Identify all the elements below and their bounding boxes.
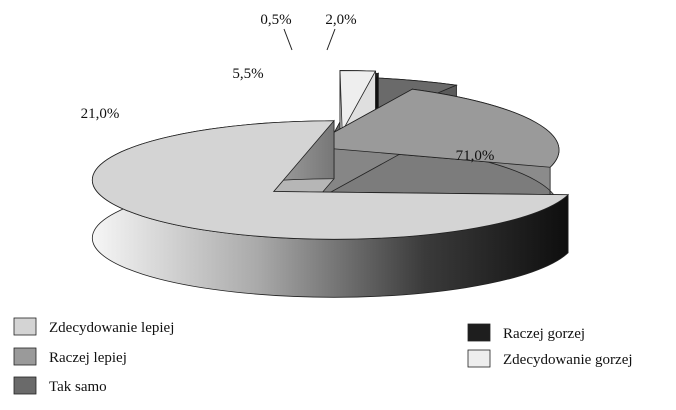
slice-zdecydowanie-lepiej <box>91 119 570 298</box>
legend-item-tak-samo: Tak samo <box>13 376 107 395</box>
legend-item-zdecydowanie-gorzej: Zdecydowanie gorzej <box>467 349 633 368</box>
legend-swatch <box>13 347 37 366</box>
legend-label: Raczej gorzej <box>503 326 585 342</box>
leader-line-zdecydowanie-gorzej <box>326 28 336 51</box>
legend-label: Raczej lepiej <box>49 350 127 366</box>
data-label-raczej-gorzej: 0,5% <box>260 12 291 28</box>
legend-label: Tak samo <box>49 379 107 395</box>
legend-swatch <box>467 349 491 368</box>
legend-item-zdecydowanie-lepiej: Zdecydowanie lepiej <box>13 317 174 336</box>
legend-swatch <box>13 317 37 336</box>
legend-swatch <box>467 323 491 342</box>
legend-label: Zdecydowanie gorzej <box>503 352 633 368</box>
legend-item-raczej-gorzej: Raczej gorzej <box>467 323 585 342</box>
legend-item-raczej-lepiej: Raczej lepiej <box>13 347 127 366</box>
legend-swatch <box>13 376 37 395</box>
leader-line-raczej-gorzej <box>283 28 293 51</box>
data-label-zdecydowanie-lepiej: 71,0% <box>456 148 495 164</box>
legend-label: Zdecydowanie lepiej <box>49 320 174 336</box>
data-label-tak-samo: 5,5% <box>232 66 263 82</box>
data-label-zdecydowanie-gorzej: 2,0% <box>325 12 356 28</box>
data-label-raczej-lepiej: 21,0% <box>81 106 120 122</box>
